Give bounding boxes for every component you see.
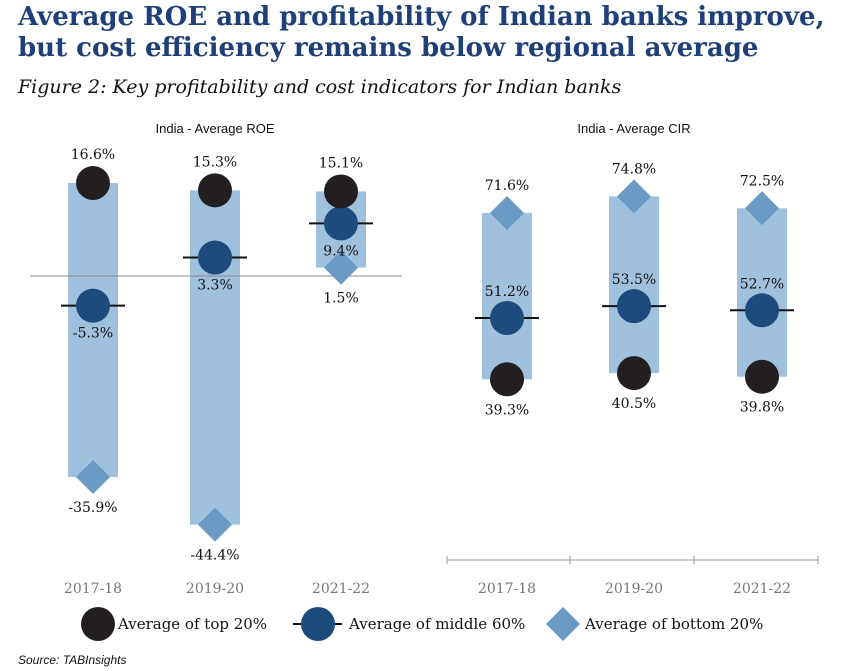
legend-top20-marker	[81, 607, 115, 641]
cir-middle60-label: 51.2%	[485, 284, 529, 300]
cir-bottom20-marker	[490, 195, 524, 230]
roe-panel-title: India - Average ROE	[156, 121, 275, 136]
cir-bottom20-marker	[617, 179, 651, 214]
roe-top20-marker	[198, 173, 232, 208]
cir-top20-label: 39.3%	[485, 402, 529, 418]
roe-x-tick-label: 2017-18	[64, 581, 122, 597]
roe-bottom20-label: -44.4%	[190, 548, 239, 564]
cir-panel-title: India - Average CIR	[577, 121, 690, 136]
cir-bottom20-label: 72.5%	[740, 173, 784, 189]
roe-top20-label: 15.1%	[319, 155, 363, 171]
legend-middle60-marker	[301, 607, 335, 641]
roe-bottom20-label: 1.5%	[323, 291, 359, 307]
cir-top20-label: 40.5%	[612, 396, 656, 412]
legend-top20-label: Average of top 20%	[117, 615, 267, 633]
roe-bottom20-marker	[198, 507, 232, 542]
roe-range-bar	[190, 190, 240, 525]
roe-top20-label: 15.3%	[193, 154, 237, 170]
cir-range-bar	[609, 196, 659, 374]
cir-range-bar	[737, 208, 787, 377]
roe-middle60-marker	[76, 288, 110, 323]
figure-title: Figure 2: Key profitability and cost ind…	[18, 76, 622, 98]
cir-middle60-marker	[745, 293, 779, 328]
cir-top20-marker	[745, 359, 779, 394]
roe-middle60-marker	[324, 206, 358, 241]
legend-bottom20-label: Average of bottom 20%	[584, 615, 763, 633]
roe-range-bar	[68, 183, 118, 478]
roe-top20-marker	[76, 166, 110, 201]
cir-x-tick-label: 2021-22	[733, 581, 791, 597]
roe-middle60-label: -5.3%	[73, 326, 113, 342]
roe-middle60-marker	[198, 240, 232, 275]
cir-middle60-label: 53.5%	[612, 272, 656, 288]
cir-range-bar	[482, 212, 532, 380]
roe-bottom20-label: -35.9%	[68, 500, 117, 516]
cir-x-tick-label: 2017-18	[478, 581, 536, 597]
legend-bottom20-marker	[546, 607, 580, 641]
cir-top20-marker	[617, 356, 651, 391]
cir-top20-label: 39.8%	[740, 400, 784, 416]
roe-top20-marker	[324, 174, 358, 209]
cir-x-tick-label: 2019-20	[605, 581, 663, 597]
roe-middle60-label: 3.3%	[197, 278, 233, 294]
roe-bottom20-marker	[76, 460, 110, 495]
cir-bottom20-label: 71.6%	[485, 178, 529, 194]
legend-middle60-label: Average of middle 60%	[348, 615, 525, 633]
roe-middle60-label: 9.4%	[323, 243, 359, 259]
roe-top20-label: 16.6%	[71, 147, 115, 163]
roe-x-tick-label: 2019-20	[186, 581, 244, 597]
cir-top20-marker	[490, 362, 524, 397]
roe-bottom20-marker	[324, 250, 358, 285]
cir-middle60-marker	[617, 289, 651, 324]
roe-x-tick-label: 2021-22	[312, 581, 370, 597]
source-note: Source: TABInsights	[18, 653, 127, 667]
cir-middle60-marker	[490, 301, 524, 335]
cir-middle60-label: 52.7%	[740, 276, 784, 292]
cir-bottom20-marker	[745, 191, 779, 226]
cir-bottom20-label: 74.8%	[612, 161, 656, 177]
headline: Average ROE and profitability of Indian …	[18, 2, 825, 63]
